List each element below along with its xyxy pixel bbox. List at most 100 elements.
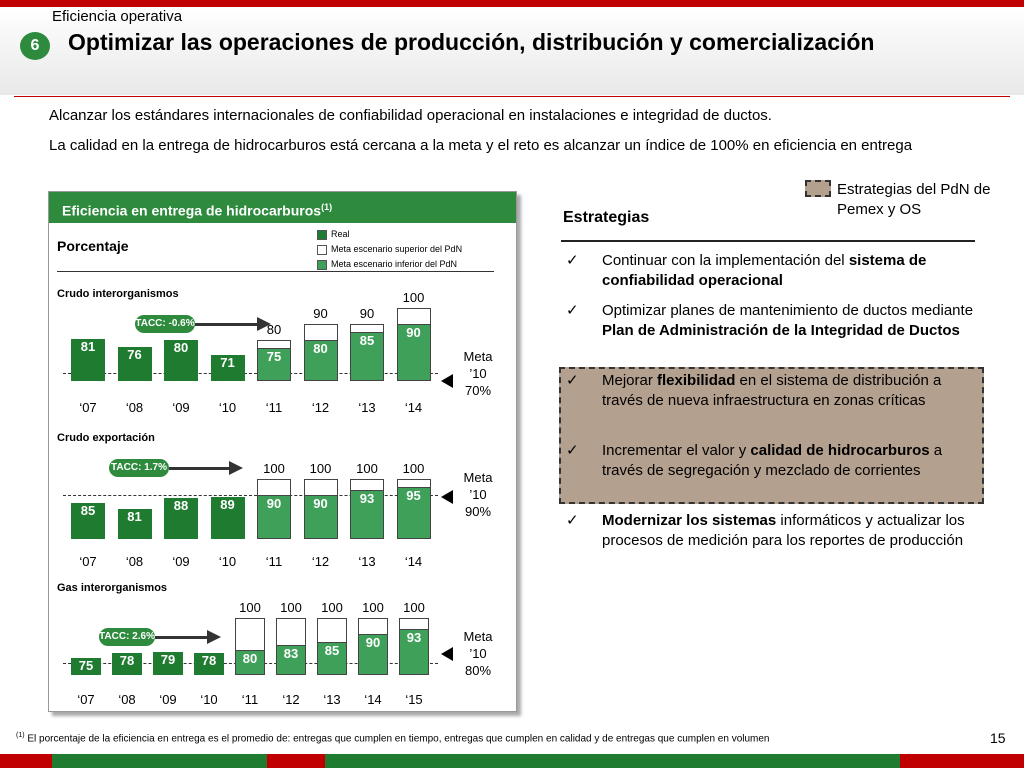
tacc-badge: TACC: -0.6%	[135, 315, 195, 333]
bottom-green-accent	[325, 754, 900, 768]
x-tick-label: ‘08	[125, 554, 144, 569]
meta-label-line: 70%	[464, 383, 492, 398]
x-tick-label: ‘12	[311, 554, 330, 569]
chart-title: Crudo interorganismos	[57, 288, 179, 300]
bar-meta-inferior: 83	[276, 645, 306, 675]
value-label-superior: 100	[356, 461, 378, 476]
value-label-superior: 100	[402, 290, 425, 306]
meta-label-line: ’10	[469, 646, 487, 661]
value-label-superior: 100	[321, 600, 343, 616]
reference-dashed-line	[63, 373, 438, 374]
bar-real: 81	[117, 509, 152, 539]
meta-label: Meta ’10 80%	[455, 628, 501, 679]
bar-real: 89	[210, 496, 245, 539]
tacc-badge: TACC: 1.7%	[109, 459, 169, 477]
chart-title: Crudo exportación	[57, 432, 155, 444]
bar-meta-inferior: 80	[235, 650, 265, 675]
meta-label-line: Meta	[463, 349, 493, 364]
strategies-title: Estrategias	[563, 209, 650, 226]
x-tick-label: ‘10	[218, 554, 237, 569]
bar-real: 85	[71, 503, 105, 539]
check-icon: ✓	[566, 512, 579, 529]
legend-real: Real	[317, 228, 350, 240]
value-label-superior: 100	[403, 600, 425, 616]
pdn-highlight-box	[559, 367, 984, 504]
value-label-superior: 90	[359, 306, 375, 322]
x-tick-label: ‘09	[172, 554, 190, 569]
tacc-badge: TACC: 2.6%	[99, 628, 155, 646]
legend-underline	[57, 271, 494, 272]
check-icon: ✓	[566, 442, 579, 459]
bar-real: 76	[117, 346, 152, 381]
legend-swatch-sup	[317, 244, 327, 255]
x-tick-label: ‘13	[358, 400, 376, 415]
meta-label-line: ’10	[469, 366, 487, 381]
value-label-superior: 100	[263, 461, 285, 476]
bar-meta-inferior: 90	[358, 634, 388, 675]
panel-title: Eficiencia en entrega de hidrocarburos(1…	[49, 192, 516, 223]
check-icon: ✓	[566, 372, 579, 389]
value-label-superior: 100	[309, 461, 332, 476]
x-tick-label: ‘10	[218, 400, 237, 415]
meta-marker-icon	[441, 374, 453, 388]
bar-real: 81	[71, 338, 105, 381]
check-icon: ✓	[566, 302, 579, 319]
section-kicker: Eficiencia operativa	[52, 8, 183, 25]
bar-meta-inferior: 95	[396, 487, 431, 539]
value-label-superior: 100	[280, 600, 302, 616]
charts-area: Crudo interorganismos 81 ‘07 76 ‘08 80 ‘09 71 ‘1…	[49, 192, 516, 711]
meta-label: Meta ’10 90%	[455, 469, 501, 520]
trend-arrow-head	[207, 630, 221, 644]
bar-real: 78	[194, 653, 224, 675]
x-tick-label: ‘11	[265, 400, 283, 415]
x-tick-label: ‘13	[323, 692, 341, 707]
bar-real: 88	[164, 498, 198, 539]
meta-label-line: ’10	[469, 487, 487, 502]
trend-arrow-shaft	[169, 467, 229, 470]
bar-real: 79	[153, 651, 183, 675]
meta-label: Meta ’10 70%	[455, 348, 501, 399]
value-label-superior: 90	[313, 306, 328, 322]
bar-real: 75	[71, 658, 101, 675]
x-tick-label: ‘08	[125, 400, 144, 415]
trend-arrow-head	[257, 317, 271, 331]
bar-meta-inferior: 75	[257, 348, 291, 381]
header-band	[0, 7, 1024, 95]
trend-arrow-head	[229, 461, 243, 475]
x-tick-label: ‘08	[118, 692, 136, 707]
top-red-bar	[0, 0, 1024, 7]
pdn-key-label: Estrategias del PdN de Pemex y OS	[837, 181, 991, 218]
bar-meta-inferior: 93	[399, 629, 429, 675]
legend-swatch-inf	[317, 259, 327, 270]
x-tick-label: ‘07	[79, 400, 97, 415]
x-tick-label: ‘14	[404, 400, 423, 415]
meta-marker-icon	[441, 647, 453, 661]
value-label-superior: 100	[402, 461, 425, 476]
x-tick-label: ‘10	[200, 692, 218, 707]
bar-meta-inferior: 90	[396, 324, 431, 381]
x-tick-label: ‘14	[364, 692, 382, 707]
x-tick-label: ‘14	[404, 554, 423, 569]
x-tick-label: ‘09	[159, 692, 177, 707]
x-tick-label: ‘15	[405, 692, 423, 707]
meta-label-line: Meta	[463, 629, 493, 644]
bar-meta-inferior: 85	[350, 332, 384, 381]
footnote: (1) El porcentaje de la eficiencia en en…	[16, 732, 770, 745]
bar-meta-inferior: 80	[303, 340, 338, 381]
trend-arrow-shaft	[155, 636, 207, 639]
x-tick-label: ‘12	[282, 692, 300, 707]
unit-label: Porcentaje	[57, 238, 129, 254]
chart-title: Gas interorganismos	[57, 582, 168, 594]
trend-arrow-shaft	[195, 323, 257, 326]
efficiency-panel: Eficiencia en entrega de hidrocarburos(1…	[48, 191, 517, 712]
page-title: Optimizar las operaciones de producción,…	[68, 29, 875, 55]
value-label-superior: 100	[239, 600, 261, 616]
x-tick-label: ‘07	[77, 692, 95, 707]
section-number-badge: 6	[20, 32, 50, 60]
legend-inf: Meta escenario inferior del PdN	[317, 258, 457, 270]
legend-swatch-real	[317, 229, 327, 240]
x-tick-label: ‘11	[241, 692, 259, 707]
meta-marker-icon	[441, 490, 453, 504]
bar-meta-inferior: 90	[303, 495, 338, 539]
bottom-green-accent	[52, 754, 267, 768]
